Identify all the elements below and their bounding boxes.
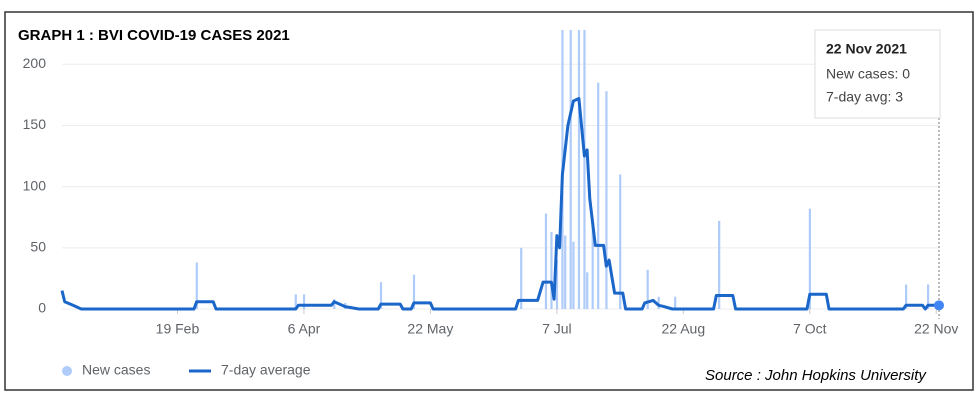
series-group (60, 30, 939, 311)
x-tick-label: 22 May (407, 321, 453, 337)
bar (674, 296, 677, 309)
bar (302, 294, 306, 309)
x-tick-label: 7 Oct (793, 321, 827, 337)
bar (412, 274, 416, 309)
bar (583, 30, 586, 309)
bar (646, 269, 649, 309)
legend-label: 7-day average (221, 362, 311, 378)
bar (605, 91, 608, 310)
bar (550, 231, 553, 309)
bar (294, 294, 297, 309)
bar (572, 241, 575, 309)
bar (927, 284, 930, 309)
legend-swatch (62, 366, 72, 376)
x-tick-label: 7 Jul (542, 321, 572, 337)
bar (569, 30, 572, 309)
bar (619, 174, 622, 309)
legend-label: New cases (82, 362, 150, 378)
y-tick-label: 150 (23, 116, 47, 132)
bar (808, 208, 811, 309)
plot: 0 50 100 150 200 19 Feb 6 Apr 22 May 7 Jul 22 Aug… (23, 30, 958, 378)
bar (333, 299, 336, 309)
y-tick-label: 200 (23, 55, 47, 71)
bar (544, 213, 548, 309)
y-tick-label: 50 (30, 239, 46, 255)
source: Source : John Hopkins University (705, 367, 927, 384)
bar (555, 260, 559, 309)
bar (564, 235, 567, 309)
bar (597, 82, 600, 309)
line (60, 97, 939, 311)
tooltip-line: 7-day avg: 3 (826, 89, 903, 105)
x-tick-label: 19 Feb (156, 321, 200, 337)
hover-point (934, 300, 944, 311)
bar (905, 284, 908, 309)
y-tick-label: 100 (23, 177, 47, 193)
bar (591, 223, 594, 309)
bar (379, 282, 383, 309)
frame (4, 11, 974, 391)
y-tick-label: 0 (38, 300, 46, 316)
x-tick-label: 22 Nov (914, 321, 958, 337)
bar (657, 296, 660, 309)
bar (195, 262, 198, 309)
bar (718, 220, 721, 309)
tooltip-title: 22 Nov 2021 (826, 41, 907, 57)
bar (586, 272, 589, 309)
bar (577, 30, 581, 309)
tooltip-line: New cases: 0 (826, 66, 910, 82)
chart-title: GRAPH 1 : BVI COVID-19 CASES 2021 (18, 27, 290, 44)
x-tick-label: 6 Apr (288, 321, 321, 337)
tooltip (814, 29, 941, 119)
bar (520, 247, 523, 309)
x-tick-label: 22 Aug (662, 321, 706, 337)
